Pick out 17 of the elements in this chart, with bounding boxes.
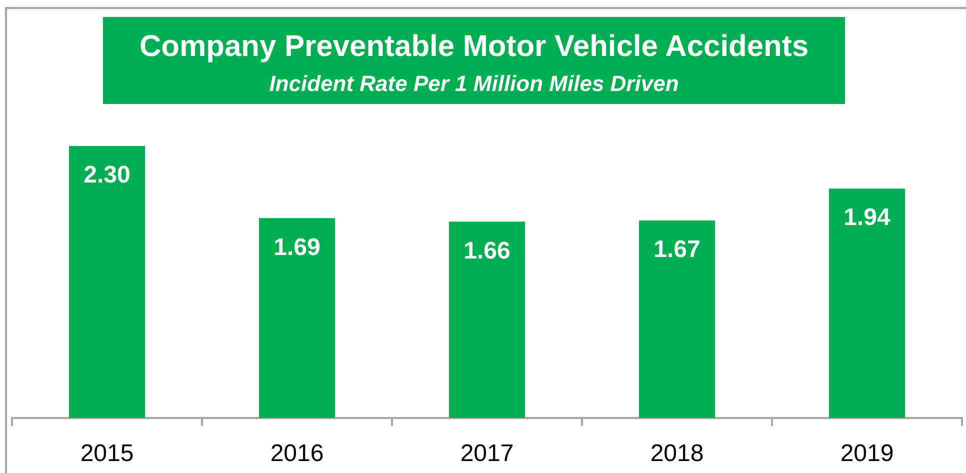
chart-subtitle: Incident Rate Per 1 Million Miles Driven [268,70,680,98]
data-label: 2.30 [84,162,130,189]
data-label: 1.94 [844,204,892,232]
data-label: 1.67 [654,236,700,264]
data-label: 1.69 [274,234,320,261]
x-tick-label: 2016 [270,440,324,468]
data-label: 1.66 [464,237,510,264]
bar [259,218,335,418]
x-tick-label: 2019 [840,440,894,468]
bar [449,222,525,418]
x-tick-label: 2017 [460,440,514,468]
bar [69,146,145,418]
x-tick-label: 2015 [80,440,134,468]
bar [829,188,905,418]
x-tick-label: 2018 [650,440,704,468]
bar [639,220,715,418]
chart-title: Company Preventable Motor Vehicle Accidents [138,29,810,65]
